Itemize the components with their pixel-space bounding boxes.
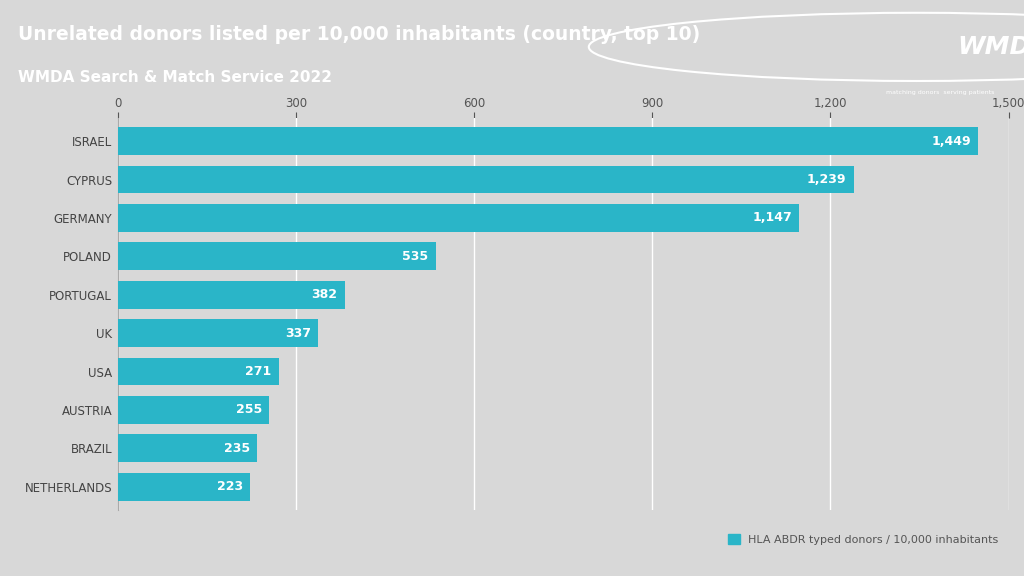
Text: WMDA: WMDA <box>957 35 1024 59</box>
Bar <box>118 358 279 385</box>
Bar <box>118 434 257 462</box>
Bar <box>118 127 978 155</box>
Text: 337: 337 <box>285 327 311 340</box>
Text: 535: 535 <box>402 250 428 263</box>
Text: 235: 235 <box>224 442 250 455</box>
Bar <box>118 473 250 501</box>
Text: 382: 382 <box>311 288 338 301</box>
Text: Unrelated donors listed per 10,000 inhabitants (country, top 10): Unrelated donors listed per 10,000 inhab… <box>18 25 700 44</box>
Text: 255: 255 <box>236 403 262 416</box>
Bar <box>118 166 854 194</box>
Text: 271: 271 <box>246 365 271 378</box>
Text: 223: 223 <box>217 480 243 493</box>
Text: matching donors  serving patients: matching donors serving patients <box>886 90 994 95</box>
Bar <box>118 396 269 424</box>
Legend: HLA ABDR typed donors / 10,000 inhabitants: HLA ABDR typed donors / 10,000 inhabitan… <box>724 530 1004 550</box>
Bar <box>118 281 345 309</box>
Bar <box>118 319 317 347</box>
Text: WMDA Search & Match Service 2022: WMDA Search & Match Service 2022 <box>18 70 333 85</box>
Text: 1,147: 1,147 <box>752 211 792 225</box>
Text: 1,239: 1,239 <box>807 173 847 186</box>
Bar <box>118 204 799 232</box>
Bar <box>118 242 435 270</box>
Text: 1,449: 1,449 <box>932 135 971 147</box>
